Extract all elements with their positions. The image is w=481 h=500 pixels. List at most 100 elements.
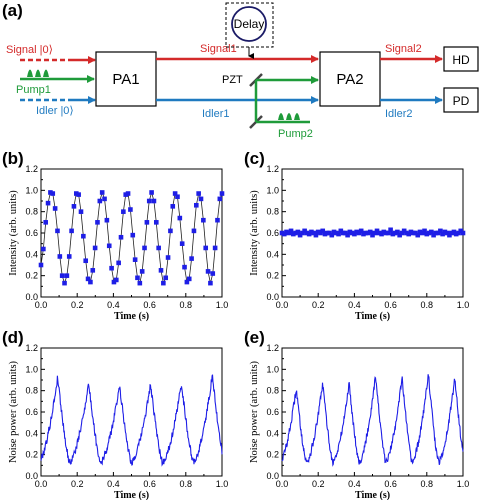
data-point <box>62 280 67 286</box>
panel-label-e: (e) <box>244 328 265 347</box>
x-tick-label: 0.8 <box>180 479 193 489</box>
data-point <box>137 280 143 286</box>
data-point <box>438 228 443 234</box>
y-tick-label: 1.0 <box>266 364 279 374</box>
pump2-label: Pump2 <box>278 128 313 140</box>
y-tick-label: 0.0 <box>266 292 279 302</box>
data-point <box>329 232 335 238</box>
data-point <box>163 275 169 281</box>
data-point <box>90 268 96 273</box>
data-point <box>83 258 89 264</box>
y-tick-label: 1.0 <box>25 185 38 195</box>
y-tick-label: 0.2 <box>25 450 38 460</box>
data-point <box>106 243 112 249</box>
y-tick-label: 0.4 <box>266 428 279 438</box>
y-tick-label: 1.2 <box>25 343 38 353</box>
data-point <box>66 254 72 259</box>
data-point <box>43 220 49 225</box>
data-point <box>52 206 58 211</box>
panel-label-b: (b) <box>2 149 24 168</box>
data-point <box>205 269 211 274</box>
data-point <box>92 245 98 251</box>
y-tick-label: 0.4 <box>25 428 38 438</box>
y-tick-label: 0.0 <box>266 471 279 481</box>
data-point <box>123 192 129 197</box>
data-point <box>38 262 44 268</box>
data-point <box>182 264 187 270</box>
y-tick-label: 0.8 <box>25 207 38 217</box>
series-line <box>281 374 464 467</box>
data-point <box>191 228 197 234</box>
y-tick-label: 1.0 <box>25 364 38 374</box>
y-tick-label: 0.0 <box>25 292 38 302</box>
pzt-label: PZT <box>222 74 243 86</box>
series-line <box>40 190 223 285</box>
data-point <box>217 196 223 202</box>
x-tick-label: 0.6 <box>384 300 397 310</box>
data-point <box>186 276 192 282</box>
data-point <box>210 271 216 276</box>
data-point <box>139 269 145 274</box>
y-axis-label: Noise power (arb. units) <box>249 360 260 463</box>
data-point <box>104 217 110 223</box>
y-tick-label: 0.6 <box>266 228 279 238</box>
x-tick-label: 0.0 <box>276 300 289 310</box>
x-tick-label: 1.0 <box>216 300 229 310</box>
x-tick-label: 0.6 <box>143 300 156 310</box>
data-point <box>288 228 294 234</box>
data-point <box>144 220 150 225</box>
x-tick-label: 1.0 <box>457 300 470 310</box>
x-axis-label: Time (s) <box>355 311 390 322</box>
y-axis-label: Intensity (arb. units) <box>249 190 260 276</box>
pd-box <box>443 87 479 113</box>
data-point <box>386 230 391 236</box>
data-point <box>358 228 364 234</box>
data-point <box>184 279 190 285</box>
data-point <box>165 255 171 260</box>
delay-circle <box>231 6 267 42</box>
x-tick-label: 1.0 <box>216 479 229 489</box>
data-point <box>179 241 185 246</box>
hd-box <box>443 46 479 72</box>
x-tick-label: 0.2 <box>312 479 325 489</box>
y-tick-label: 0.4 <box>266 249 279 259</box>
data-point <box>367 229 373 235</box>
data-point <box>313 232 319 238</box>
data-point <box>81 233 86 239</box>
x-tick-label: 0.2 <box>71 300 84 310</box>
pd-label: PD <box>453 94 470 108</box>
x-tick-label: 0.0 <box>35 300 48 310</box>
x-tick-label: 0.4 <box>107 479 120 489</box>
data-point <box>73 191 79 196</box>
y-tick-label: 0.6 <box>266 407 279 417</box>
plot-b: 0.0 0.2 0.4 0.6 0.8 1.0 0.0 0.2 0.4 0.6 0.8 1.0 1.2 T… <box>8 164 228 322</box>
data-point <box>59 273 65 278</box>
x-tick-label: 0.2 <box>71 479 84 489</box>
data-point <box>153 220 159 225</box>
idler-input-label: Idler |0⟩ <box>36 105 74 117</box>
data-point <box>149 190 154 195</box>
data-point <box>142 245 147 251</box>
data-point <box>193 202 199 208</box>
x-axis-label: Time (s) <box>355 490 390 500</box>
data-point <box>69 228 74 234</box>
data-point <box>336 231 341 237</box>
signal2-label: Signal2 <box>385 43 422 55</box>
pa2-box <box>319 51 381 107</box>
data-point <box>128 207 133 212</box>
pa1-box <box>95 51 157 107</box>
x-tick-label: 0.4 <box>107 300 120 310</box>
x-tick-label: 0.6 <box>143 479 156 489</box>
x-tick-label: 0.8 <box>421 300 434 310</box>
data-point <box>198 196 204 202</box>
data-point <box>118 234 124 240</box>
data-point <box>156 245 161 251</box>
data-point <box>201 217 206 223</box>
data-point <box>177 215 183 221</box>
data-point <box>102 196 107 202</box>
data-point <box>111 279 117 285</box>
y-tick-label: 0.8 <box>266 207 279 217</box>
setup-diagram: (a) Signal |0⟩ Pump1 Idler |0⟩ PA1 Signa… <box>2 1 479 140</box>
pump2-pulses <box>278 113 300 120</box>
y-tick-label: 0.8 <box>266 386 279 396</box>
